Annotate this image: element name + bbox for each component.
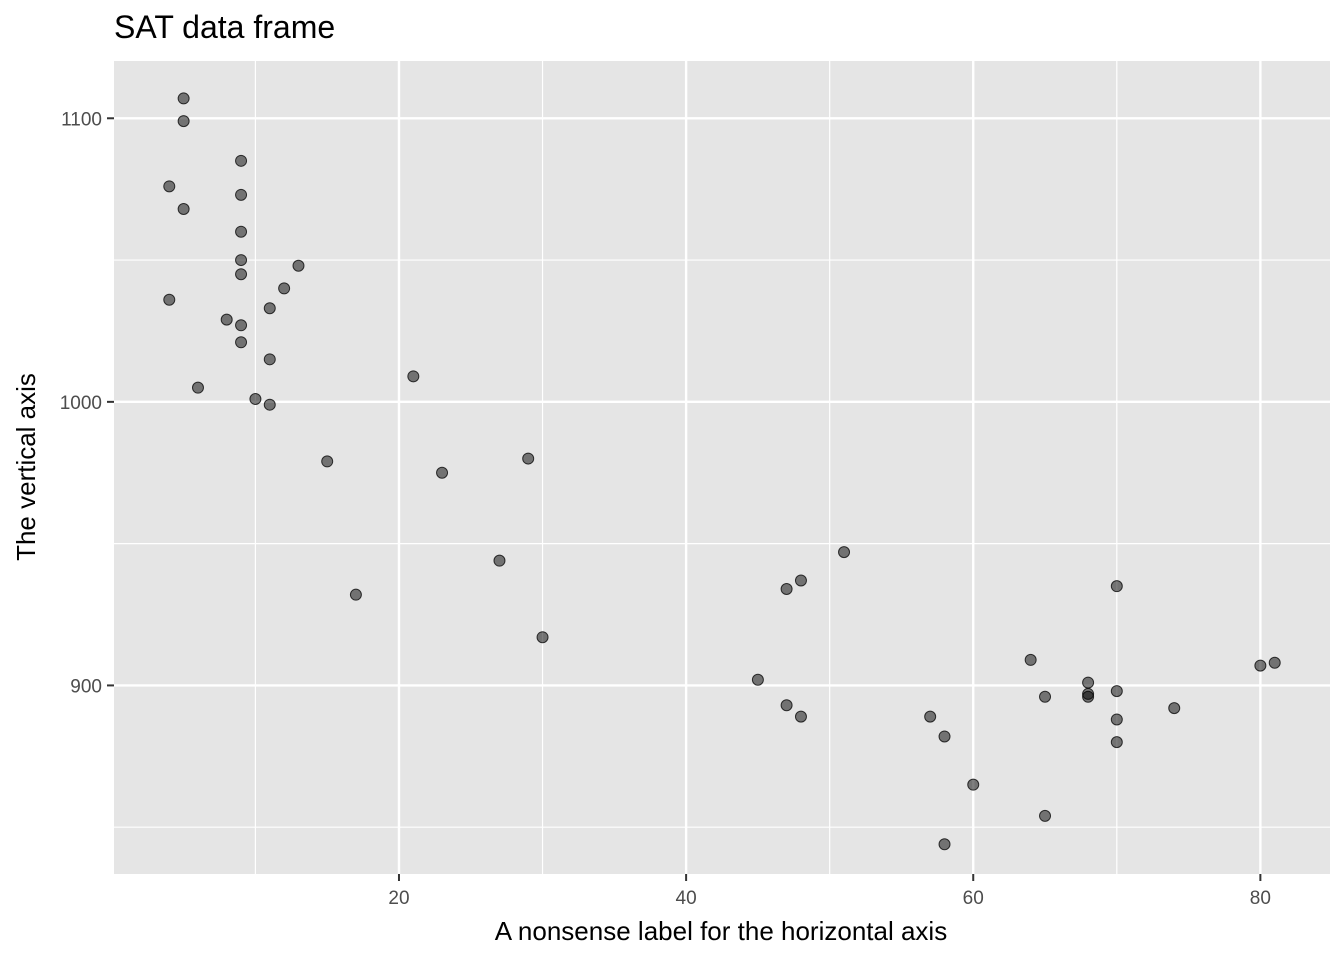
data-point (1268, 656, 1281, 669)
chart-title: SAT data frame (114, 9, 335, 45)
data-point (924, 710, 937, 723)
data-point (938, 730, 951, 743)
data-point (1082, 676, 1095, 689)
data-point (235, 188, 248, 201)
data-point (794, 710, 807, 723)
data-point (263, 353, 276, 366)
data-point (235, 319, 248, 332)
data-point (1110, 580, 1123, 593)
data-point (1168, 702, 1181, 715)
data-point (235, 254, 248, 267)
data-point (349, 588, 362, 601)
data-points (163, 92, 1281, 851)
data-point (436, 466, 449, 479)
data-point (751, 673, 764, 686)
y-tick-label: 1000 (60, 393, 102, 414)
data-point (407, 370, 420, 383)
x-tick-label: 40 (676, 888, 697, 909)
x-tick-label: 80 (1250, 888, 1271, 909)
data-point (1110, 685, 1123, 698)
data-point (263, 302, 276, 315)
data-point (1024, 653, 1037, 666)
x-axis-title: A nonsense label for the horizontal axis (495, 916, 947, 946)
data-point (177, 115, 190, 128)
data-point (1110, 713, 1123, 726)
data-point (235, 225, 248, 238)
minor-gridlines (114, 61, 1330, 874)
data-point (794, 574, 807, 587)
data-point (263, 398, 276, 411)
data-point (522, 452, 535, 465)
x-axis: 20 40 60 80 (388, 874, 1271, 909)
data-point (235, 154, 248, 167)
plot-panel (114, 61, 1330, 874)
data-point (967, 778, 980, 791)
data-point (235, 336, 248, 349)
y-axis: 900 1000 1100 (60, 109, 114, 697)
y-axis-title: The vertical axis (11, 373, 41, 561)
data-point (838, 546, 851, 559)
major-gridlines (114, 61, 1330, 874)
x-tick-label: 20 (388, 888, 409, 909)
y-tick-label: 900 (70, 676, 102, 697)
data-point (536, 631, 549, 644)
data-point (163, 180, 176, 193)
data-point (177, 92, 190, 105)
data-point (938, 838, 951, 851)
data-point (493, 554, 506, 567)
data-point (278, 282, 291, 295)
x-tick-label: 60 (963, 888, 984, 909)
data-point (1082, 690, 1095, 703)
data-point (292, 259, 305, 272)
data-point (177, 203, 190, 216)
data-point (1110, 736, 1123, 749)
data-point (1039, 690, 1052, 703)
data-point (780, 699, 793, 712)
data-point (321, 455, 334, 468)
data-point (191, 381, 204, 394)
data-point (1039, 809, 1052, 822)
data-point (780, 583, 793, 596)
data-point (163, 293, 176, 306)
data-point (1254, 659, 1267, 672)
data-point (249, 393, 262, 406)
data-point (235, 268, 248, 281)
data-point (220, 313, 233, 326)
y-tick-label: 1100 (61, 109, 102, 130)
